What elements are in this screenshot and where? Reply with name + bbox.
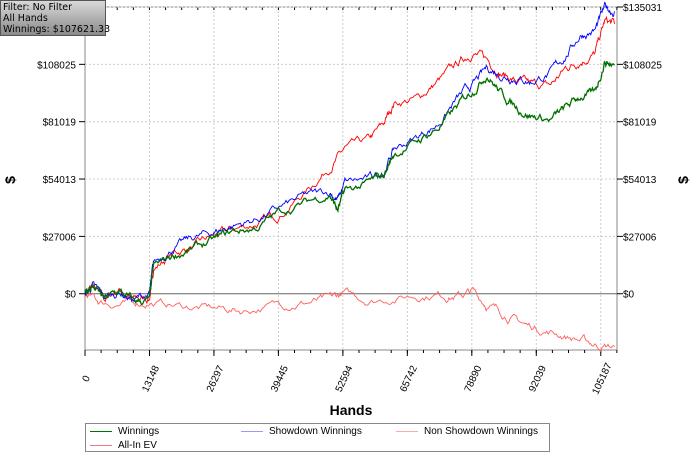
legend-label: Non Showdown Winnings xyxy=(424,426,538,437)
y-tick-label-right: $135031 xyxy=(623,3,662,14)
legend-label: Showdown Winnings xyxy=(269,426,362,437)
legend-item-nonshowdown: Non Showdown Winnings xyxy=(396,426,538,437)
x-tick-label: 0 xyxy=(81,374,94,384)
legend-swatch xyxy=(90,445,112,446)
series-line-non-showdown-winnings xyxy=(84,286,615,353)
y-axis-title-right: $ xyxy=(675,176,691,184)
x-tick-label: 105187 xyxy=(590,361,614,396)
series-line-showdown-winnings xyxy=(84,1,615,303)
legend-label: Winnings xyxy=(118,426,160,437)
legend-swatch xyxy=(90,431,112,432)
legend-swatch xyxy=(396,431,418,432)
y-tick-label-left: $54013 xyxy=(43,175,77,186)
legend-swatch xyxy=(241,431,263,432)
series-line-winnings xyxy=(84,60,615,306)
x-tick-label: 78890 xyxy=(463,364,485,394)
x-tick-label: 65742 xyxy=(398,364,420,394)
y-tick-label-right: $0 xyxy=(623,290,635,301)
y-tick-label-right: $81019 xyxy=(623,118,657,129)
x-tick-label: 26297 xyxy=(205,364,227,394)
filter-label: Filter: No Filter xyxy=(3,2,73,13)
x-tick-label: 92039 xyxy=(527,364,549,394)
y-tick-label-left: $108025 xyxy=(37,60,76,71)
x-tick-label: 39445 xyxy=(269,364,291,394)
y-axis-title-left: $ xyxy=(2,176,18,184)
y-tick-label-right: $27006 xyxy=(623,232,657,243)
y-tick-label-right: $54013 xyxy=(623,175,657,186)
info-box: Filter: No Filter All Hands Winnings: $1… xyxy=(0,0,111,36)
y-tick-label-left: $27006 xyxy=(43,232,77,243)
legend-item-winnings: Winnings xyxy=(90,426,159,437)
y-tick-label-left: $0 xyxy=(65,290,77,301)
legend: Winnings Showdown Winnings Non Showdown … xyxy=(85,423,550,452)
y-tick-label-right: $108025 xyxy=(623,60,662,71)
legend-label: All-In EV xyxy=(118,440,157,451)
legend-item-showdown: Showdown Winnings xyxy=(241,426,362,437)
y-tick-label-left: $81019 xyxy=(43,118,77,129)
x-axis-title: Hands xyxy=(330,402,373,418)
winnings-label: Winnings: $107621.33 xyxy=(3,24,111,35)
x-tick-label: 52594 xyxy=(334,364,356,394)
legend-item-allin-ev: All-In EV xyxy=(90,440,157,451)
hands-label: All Hands xyxy=(3,13,48,24)
x-tick-label: 13148 xyxy=(140,364,162,394)
